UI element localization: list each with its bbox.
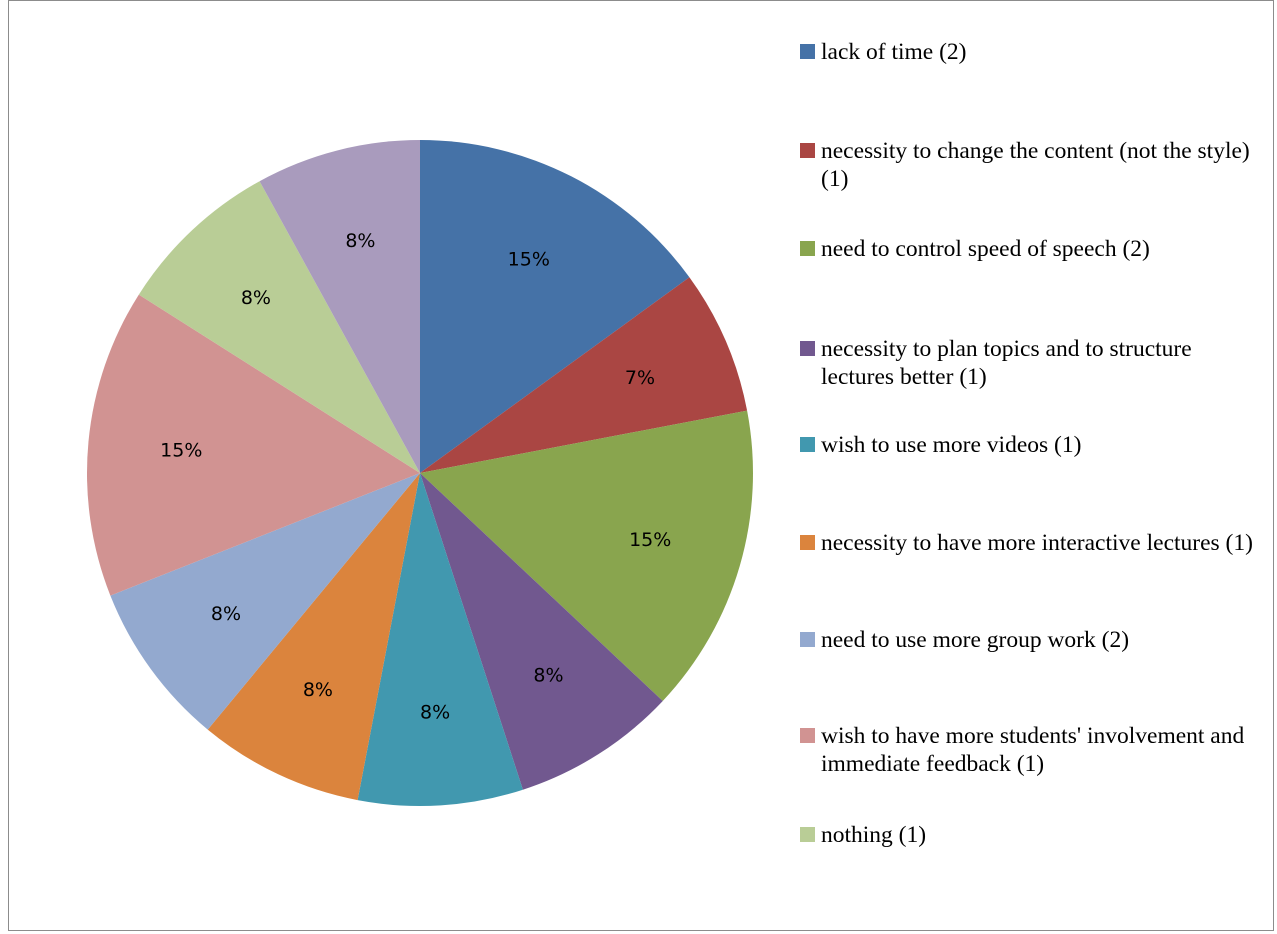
legend-swatch [800, 143, 815, 158]
slice-data-label: 8% [241, 287, 271, 309]
legend-item: need to control speed of speech (2) [800, 235, 1270, 263]
legend-swatch [800, 827, 815, 842]
slice-data-label: 8% [211, 603, 241, 625]
legend-swatch [800, 728, 815, 743]
slice-data-label: 15% [160, 439, 202, 461]
legend-label: need to control speed of speech (2) [821, 236, 1150, 262]
legend-item: nothing (1) [800, 821, 1270, 849]
pie-slice [110, 473, 420, 730]
pie-slice [259, 140, 420, 473]
legend-swatch [800, 632, 815, 647]
slice-data-label: 8% [533, 664, 563, 686]
legend-swatch [800, 241, 815, 256]
legend-label: wish to use more videos (1) [821, 432, 1082, 458]
legend-label: lack of time (2) [821, 39, 967, 65]
pie-data-labels: 15% 7% 15% 8% 8% 8% 8% 15% 8% 8% [160, 230, 671, 723]
pie-slice [357, 473, 523, 806]
slice-data-label: 15% [508, 248, 550, 270]
legend-swatch [800, 44, 815, 59]
slice-data-label: 15% [629, 529, 671, 551]
slice-data-label: 8% [345, 230, 375, 252]
legend-swatch [800, 341, 815, 356]
slice-data-label: 8% [420, 701, 450, 723]
pie-slice [420, 140, 690, 473]
slice-data-label: 7% [625, 367, 655, 389]
legend-swatch [800, 437, 815, 452]
legend-item: necessity to have more interactive lectu… [800, 529, 1270, 557]
legend-item: wish to use more videos (1) [800, 431, 1270, 459]
pie-slice [207, 473, 420, 801]
slice-data-label: 8% [303, 679, 333, 701]
legend-item: necessity to plan topics and to structur… [800, 335, 1270, 391]
legend-label: necessity to change the content (not the… [821, 138, 1250, 192]
legend-label: need to use more group work (2) [821, 627, 1130, 653]
pie-slice [420, 277, 748, 473]
pie-slice [420, 473, 663, 790]
legend-item: wish to have more students' involvement … [800, 722, 1270, 778]
legend-label: nothing (1) [821, 822, 927, 848]
pie-slices [86, 140, 753, 806]
pie-slice [420, 410, 753, 701]
pie-slice [138, 181, 420, 473]
legend-label: wish to have more students' involvement … [821, 723, 1245, 777]
legend-swatch [800, 535, 815, 550]
legend-item: lack of time (2) [800, 38, 1270, 66]
legend-label: necessity to plan topics and to structur… [821, 336, 1192, 390]
legend-item: need to use more group work (2) [800, 626, 1270, 654]
pie-slice [86, 294, 420, 596]
legend-label: necessity to have more interactive lectu… [821, 530, 1253, 556]
legend-item: necessity to change the content (not the… [800, 137, 1270, 193]
